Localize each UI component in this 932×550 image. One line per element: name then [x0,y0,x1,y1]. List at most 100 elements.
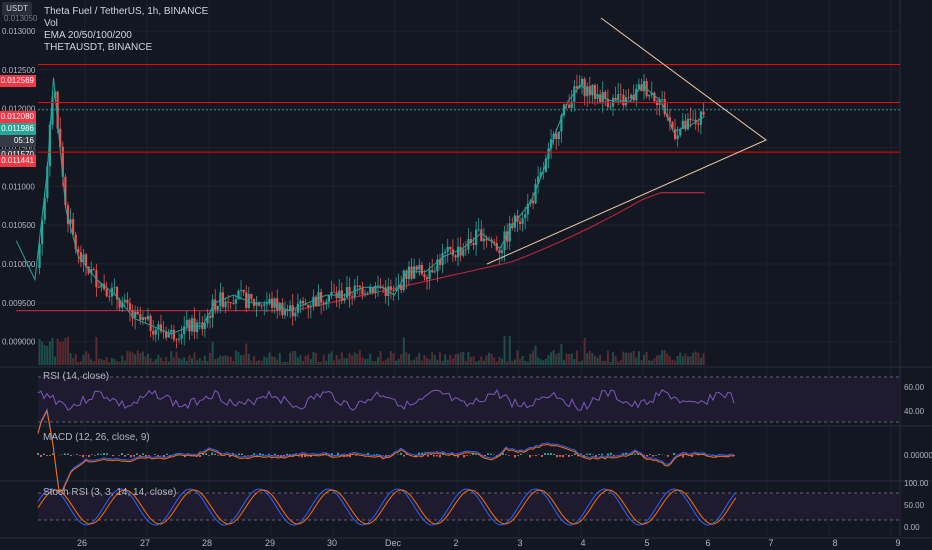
volume-bar [684,353,687,365]
volume-bar [534,345,537,365]
macd-histogram-bar [241,453,243,455]
volume-bar [477,360,480,365]
macd-histogram-bar [535,455,537,457]
macd-histogram-bar [613,455,615,456]
candle-body [490,239,493,242]
macd-pane-label[interactable]: MACD (12, 26, close, 9) [43,432,150,443]
macd-histogram-bar [427,455,429,457]
candle-body [206,315,209,324]
candle-body [614,97,617,100]
macd-histogram-bar [67,453,69,455]
stoch-tick-label: 50.00 [904,501,925,510]
volume-bar [172,357,175,365]
candle-body [309,305,312,308]
volume-bar [185,360,188,365]
candle-body [338,290,341,299]
candle-body [239,289,243,291]
macd-histogram-bar [79,455,81,456]
volume-bar [591,353,594,365]
macd-histogram-bar [472,452,474,455]
volume-bar [516,350,519,365]
macd-histogram-bar [238,453,240,455]
legend-pair[interactable]: THETAUSDT, BINANCE [44,42,153,53]
candle-body [325,301,328,305]
volume-bar [702,353,705,365]
legend-ema[interactable]: EMA 20/50/100/200 [44,30,132,41]
candle-body [526,203,529,215]
candle-body [477,229,480,231]
macd-histogram-bar [343,455,345,458]
macd-histogram-bar [187,454,189,455]
volume-bar [128,351,131,365]
volume-bar [260,360,263,365]
macd-histogram-bar [550,452,552,455]
macd-histogram-bar [40,455,42,457]
candle-body [428,270,431,279]
candle-body [444,251,447,254]
macd-histogram-bar [193,455,195,456]
candle-body [263,304,266,306]
stoch-pane-label[interactable]: Stoch RSI (3, 3, 14, 14, close) [43,487,177,498]
candle-body [203,323,206,329]
volume-bar [234,350,237,365]
volume-bar [521,355,524,365]
candle-body [441,253,444,266]
macd-histogram-bar [559,455,561,457]
candle-body [294,312,297,317]
macd-histogram-bar [70,455,72,456]
candle-body [219,292,222,306]
macd-histogram-bar [199,455,201,457]
macd-histogram-bar [400,452,402,455]
volume-bar [141,351,144,365]
volume-bar [622,351,625,365]
macd-histogram-bar [346,455,348,457]
macd-histogram-bar [88,455,90,458]
candle-body [128,303,132,311]
candle-body [69,219,72,224]
volume-bar [384,359,387,365]
volume-bar [335,355,338,365]
macd-histogram-bar [103,453,105,455]
candle-body [420,264,423,275]
volume-bar [180,359,183,365]
macd-histogram-bar [502,453,504,455]
volume-bar [361,357,364,365]
candle-body [593,85,597,99]
macd-histogram-bar [667,455,669,457]
volume-bar [312,351,315,365]
volume-bar [167,361,170,365]
candle-body [402,270,405,291]
volume-bar [410,360,413,365]
legend-vol[interactable]: Vol [44,18,58,29]
volume-bar [281,361,284,365]
macd-histogram-bar [595,455,597,458]
volume-bar [190,358,193,365]
volume-bar [407,353,410,365]
volume-bar [382,361,385,365]
legend-title[interactable]: Theta Fuel / TetherUS, 1h, BINANCE [44,6,209,17]
macd-histogram-bar [229,455,231,458]
volume-bar [457,353,460,365]
macd-histogram-bar [562,455,564,458]
candle-body [575,86,578,89]
candle-body [126,299,129,304]
price-label-countdown: 05:16 [0,135,36,147]
volume-bar [322,354,325,365]
candle-body [544,158,547,173]
rsi-pane-label[interactable]: RSI (14, close) [43,371,110,382]
volume-bar [632,350,635,365]
macd-histogram-bar [691,455,693,457]
symbol-badge[interactable]: USDT [2,2,32,16]
volume-bar [531,350,534,365]
candle-body [482,238,485,242]
candle-body [549,139,553,149]
candle-body [48,124,51,167]
candle-body [560,115,563,132]
macd-histogram-bar [703,452,705,455]
volume-bar [568,353,571,365]
macd-histogram-bar [217,455,219,456]
macd-histogram-bar [577,455,579,457]
candle-body [307,304,310,308]
volume-bar [358,350,361,365]
